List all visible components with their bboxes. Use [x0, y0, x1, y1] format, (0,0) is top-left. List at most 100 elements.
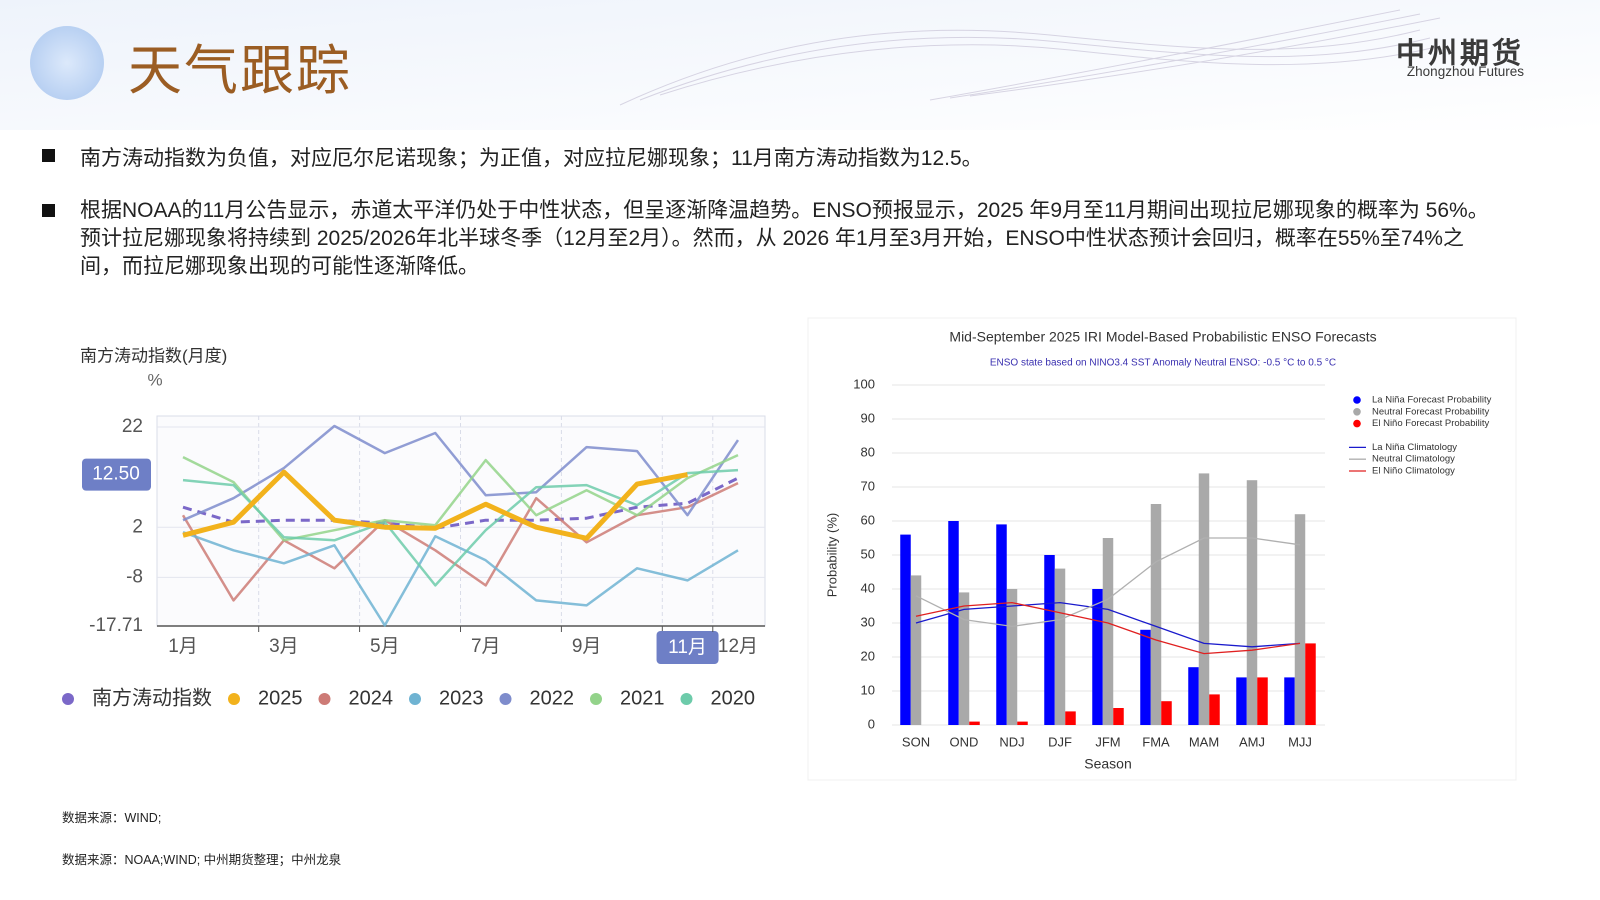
legend-label: Neutral Forecast Probability	[1372, 406, 1489, 417]
bar	[1188, 667, 1199, 725]
y-tick-label: 70	[861, 478, 875, 493]
series-line	[182, 476, 739, 530]
decor-waves	[619, 9, 1441, 106]
y-highlight-label: 12.50	[92, 464, 140, 485]
x-tick-label: 7月	[471, 636, 501, 657]
series-line	[181, 481, 739, 602]
legend-label: 2023	[439, 687, 484, 709]
y-tick-label: 60	[861, 512, 875, 527]
page-title: 天气跟踪	[128, 41, 352, 101]
bar	[969, 721, 980, 725]
y-tick-label: 40	[861, 580, 875, 595]
source-note: 数据来源：NOAA;WIND; 中州期货整理；中州龙泉	[62, 853, 342, 867]
bar	[1284, 677, 1295, 725]
legend-label: El Niño Forecast Probability	[1372, 418, 1489, 429]
bar	[1102, 538, 1114, 725]
legend-label: El Niño Climatology	[1372, 466, 1455, 477]
y-tick-label: 30	[861, 614, 875, 629]
x-tick-label: 11月	[668, 637, 707, 658]
legend-marker	[590, 693, 602, 705]
bar	[1246, 480, 1258, 725]
x-tick-label: MJJ	[1288, 734, 1312, 749]
climatology-line	[915, 601, 1301, 655]
bullet-text: 南方涛动指数为负值，对应厄尔尼诺现象；为正值，对应拉尼娜现象；11月南方涛动指数…	[80, 147, 983, 170]
y-axis-label: Probability (%)	[824, 513, 839, 598]
source-note: 数据来源：WIND;	[62, 811, 162, 825]
series-line	[182, 531, 739, 627]
legend-label: 2021	[620, 687, 665, 709]
x-tick-label: AMJ	[1239, 734, 1265, 749]
y-unit: %	[147, 370, 162, 389]
bar	[1054, 568, 1066, 725]
x-tick-label: 3月	[269, 636, 299, 657]
x-tick-label: 9月	[572, 636, 602, 657]
y-tick-label: 100	[853, 376, 875, 391]
bar	[910, 575, 922, 725]
legend-marker	[409, 693, 421, 705]
x-tick-label: FMA	[1142, 734, 1170, 749]
bar	[1257, 677, 1268, 725]
bar	[1006, 589, 1018, 725]
y-tick-label: -8	[126, 566, 143, 587]
legend-label: Neutral Climatology	[1372, 454, 1455, 465]
chart-subtitle: ENSO state based on NINO3.4 SST Anomaly …	[990, 358, 1336, 369]
y-tick-label: 22	[122, 416, 143, 437]
legend-label: 2024	[349, 687, 394, 709]
y-highlight-badge	[82, 458, 151, 491]
legend-marker	[680, 693, 693, 705]
chart-title: Mid-September 2025 IRI Model-Based Proba…	[949, 329, 1376, 345]
bullet-mark	[42, 149, 55, 162]
legend-marker	[499, 693, 512, 705]
legend-marker	[1353, 408, 1361, 416]
bar	[1044, 555, 1055, 725]
legend-marker	[1353, 419, 1361, 428]
bar	[1092, 589, 1103, 725]
legend-marker	[1353, 396, 1361, 404]
x-axis-label: Season	[1084, 756, 1131, 772]
climatology-line	[915, 537, 1301, 628]
x-tick-label: SON	[902, 734, 930, 749]
bar	[1236, 677, 1247, 725]
bullet-mark	[42, 204, 55, 217]
bar	[1065, 711, 1076, 725]
logo-subtitle: Zhongzhou Futures	[1406, 64, 1524, 79]
bar	[1305, 643, 1316, 725]
y-tick-label: 2	[132, 516, 143, 537]
legend-label: 2025	[258, 687, 303, 709]
bar	[1161, 701, 1172, 725]
x-tick-label: JFM	[1095, 734, 1120, 749]
bar	[1198, 473, 1210, 725]
climatology-line	[915, 601, 1301, 648]
y-tick-label: 10	[861, 682, 875, 697]
series-line	[182, 468, 739, 587]
x-highlight-badge	[656, 631, 719, 664]
chart-title: 南方涛动指数(月度)	[80, 346, 227, 365]
legend-label: 2020	[711, 687, 756, 709]
x-tick-label: 5月	[370, 636, 400, 657]
series-line	[182, 424, 740, 522]
x-tick-label: OND	[950, 734, 979, 749]
y-tick-label: 20	[861, 648, 875, 663]
logo-orb	[30, 26, 104, 100]
bar	[948, 521, 959, 725]
legend-marker	[228, 693, 240, 705]
series-line	[182, 453, 739, 542]
x-tick-label: 1月	[168, 636, 198, 657]
legend-marker	[62, 693, 74, 705]
header-band	[0, 0, 1600, 130]
x-tick-label: MAM	[1189, 734, 1219, 749]
bar	[1140, 629, 1151, 725]
y-tick-label: -17.71	[89, 615, 143, 636]
y-tick-label: 50	[861, 546, 875, 561]
bar	[1294, 514, 1306, 725]
bar	[1113, 708, 1124, 725]
y-tick-label: 80	[861, 444, 875, 459]
bar	[1017, 721, 1028, 725]
bar	[900, 534, 911, 725]
bar	[1150, 504, 1162, 725]
legend-marker	[318, 693, 331, 705]
y-tick-label: 0	[868, 716, 875, 731]
legend-label: 南方涛动指数	[92, 686, 212, 709]
x-tick-label: DJF	[1048, 734, 1072, 749]
